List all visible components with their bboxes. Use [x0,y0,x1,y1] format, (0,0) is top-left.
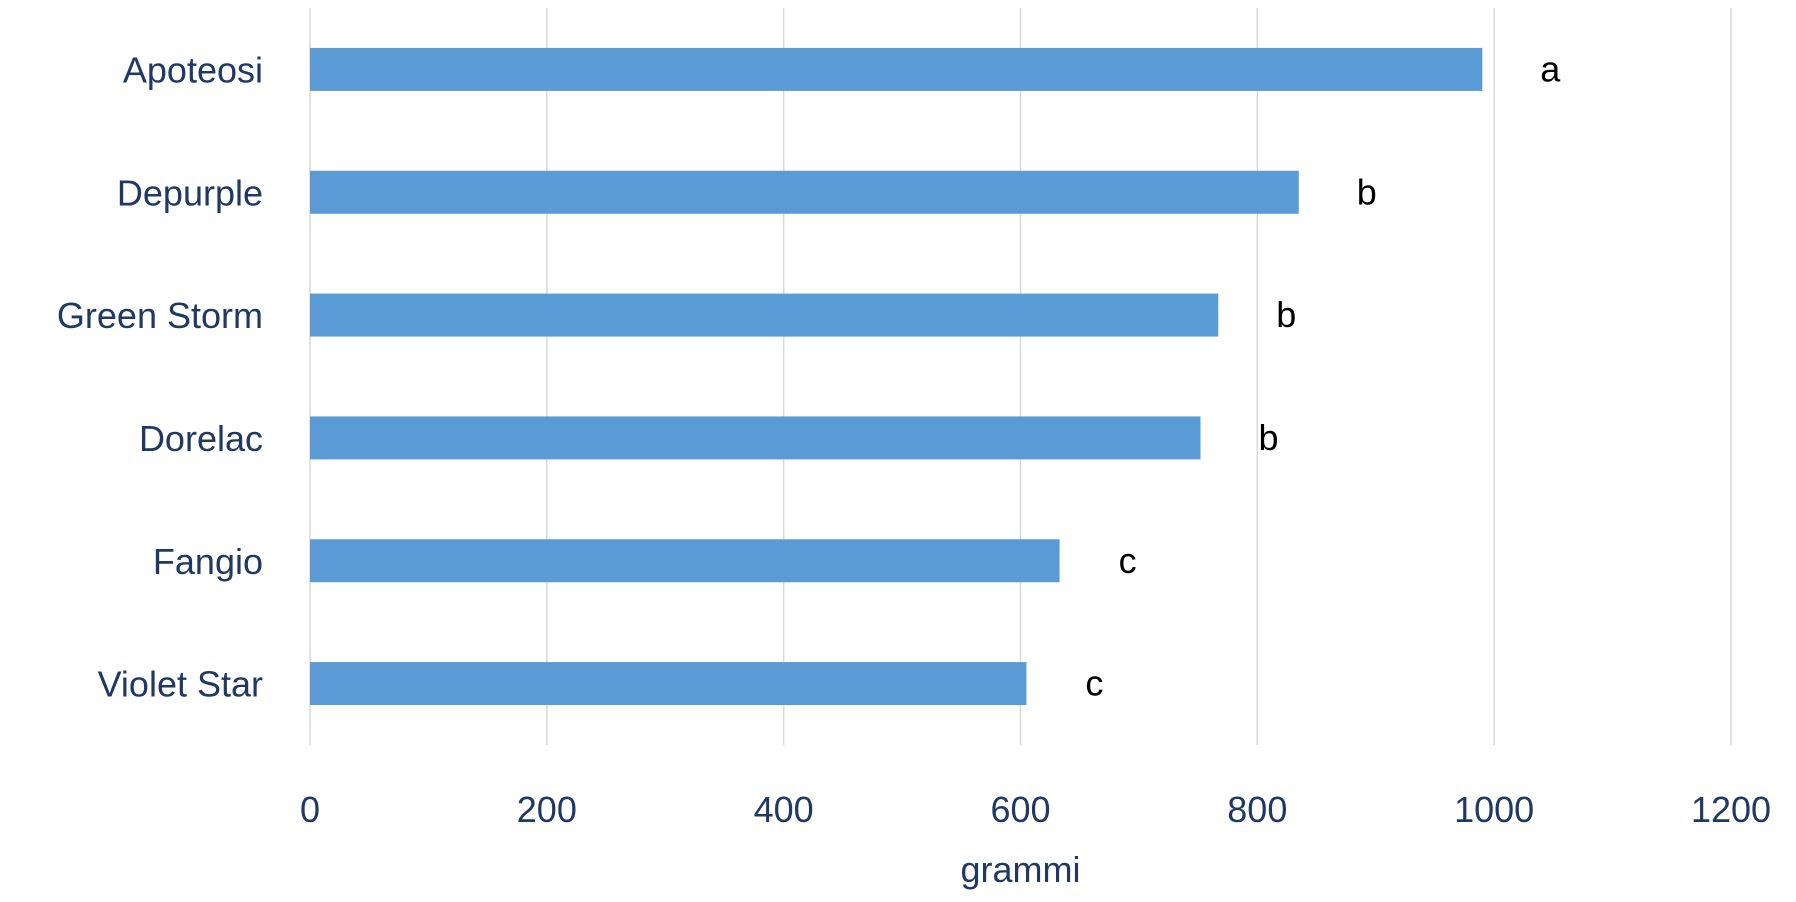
significance-labels: a b b b c c [1085,48,1561,703]
x-tick-label: 400 [754,789,814,830]
category-labels: Apoteosi Depurple Green Storm Dorelac Fangio… [57,49,263,704]
significance-label: b [1276,294,1296,335]
x-tick-label: 800 [1227,789,1287,830]
x-tick-labels: 0 200 400 600 800 1000 1200 [300,789,1771,830]
category-label: Fangio [153,541,263,582]
significance-label: c [1119,540,1137,581]
x-tick-label: 0 [300,789,320,830]
category-label: Apoteosi [123,49,263,90]
x-tick-label: 200 [517,789,577,830]
significance-label: b [1258,417,1278,458]
x-tick-label: 1200 [1691,789,1771,830]
bar [310,47,1483,91]
category-label: Green Storm [57,295,263,336]
bar [310,416,1201,460]
category-label: Violet Star [98,664,263,705]
significance-label: c [1085,663,1103,704]
bar [310,539,1060,583]
category-label: Depurple [117,172,263,213]
significance-label: b [1357,171,1377,212]
gridlines [309,8,1732,745]
bar [310,662,1027,706]
bars [310,47,1483,706]
significance-label: a [1540,48,1561,89]
x-tick-label: 1000 [1454,789,1534,830]
category-label: Dorelac [139,418,263,459]
bar [310,170,1299,214]
x-axis-title: grammi [960,849,1080,890]
x-tick-label: 600 [990,789,1050,830]
bar [310,293,1219,337]
